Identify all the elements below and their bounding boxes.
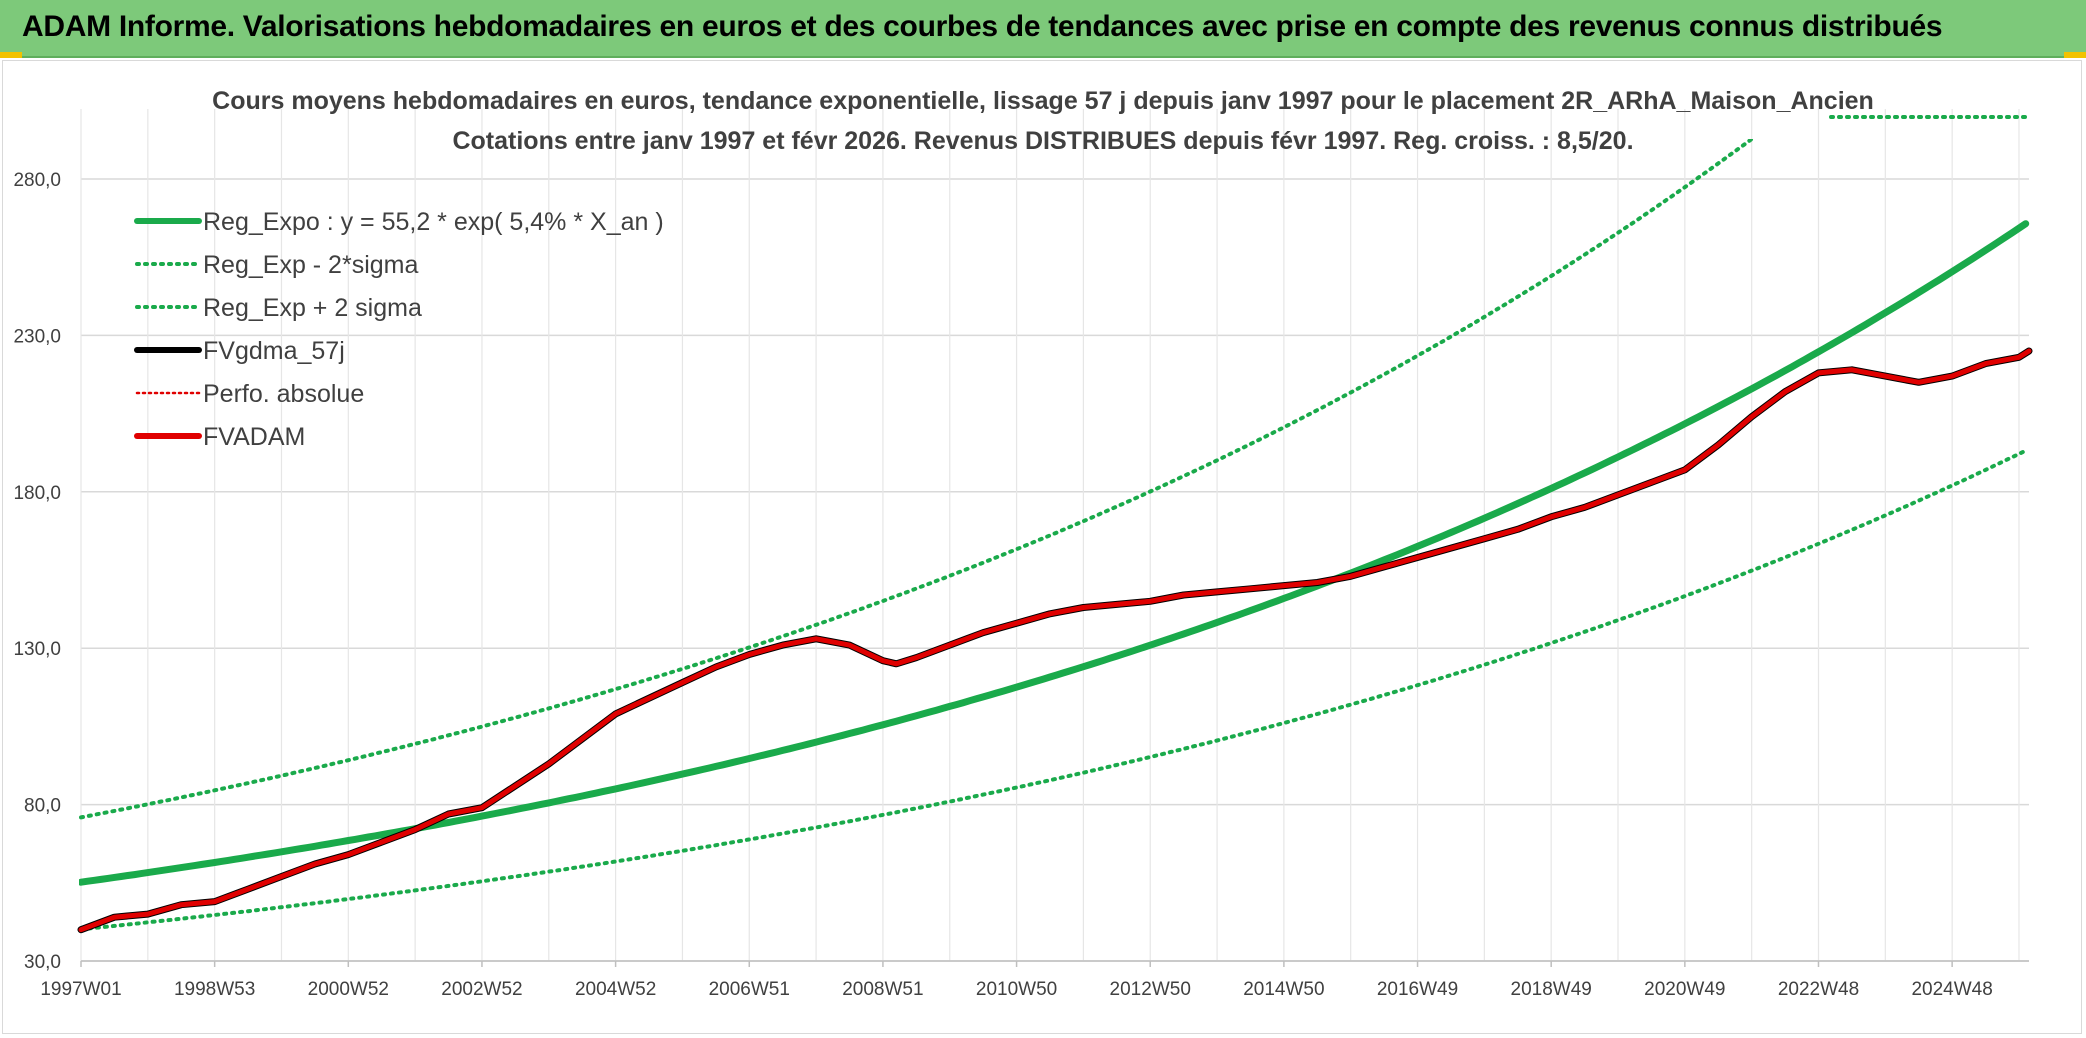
- legend-label: Reg_Expo : y = 55,2 * exp( 5,4% * X_an ): [203, 208, 664, 236]
- series-reg-exp-plus-2sigma: [79, 139, 1756, 820]
- x-tick-label: 2002W52: [441, 979, 522, 1000]
- corner-accent-left: [0, 52, 22, 58]
- chart-title-line2: Cotations entre janv 1997 et févr 2026. …: [452, 127, 1633, 155]
- chart-area: Cours moyens hebdomadaires en euros, ten…: [2, 60, 2082, 1034]
- y-tick-label: 30,0: [24, 952, 61, 973]
- legend-label: FVADAM: [203, 423, 305, 451]
- x-tick-label: 2008W51: [842, 979, 923, 1000]
- x-tick-label: 2012W50: [1110, 979, 1191, 1000]
- legend-item[interactable]: FVgdma_57j: [134, 337, 345, 365]
- series-fvadam: [78, 348, 2032, 933]
- legend-item[interactable]: Reg_Exp - 2*sigma: [135, 251, 418, 279]
- x-tick-label: 2016W49: [1377, 979, 1458, 1000]
- chart-title-line1: Cours moyens hebdomadaires en euros, ten…: [212, 87, 1874, 115]
- legend-item[interactable]: Reg_Exp + 2 sigma: [135, 294, 422, 322]
- y-tick-label: 180,0: [13, 483, 61, 504]
- legend-label: Perfo. absolue: [203, 380, 364, 408]
- series-reg-expo: [79, 220, 2030, 886]
- x-tick-label: 2018W49: [1511, 979, 1592, 1000]
- grid-layer: [80, 109, 2029, 962]
- line-chart: Cours moyens hebdomadaires en euros, ten…: [13, 87, 2033, 1000]
- series-layer: [77, 139, 2033, 934]
- legend[interactable]: Reg_Expo : y = 55,2 * exp( 5,4% * X_an )…: [134, 208, 664, 451]
- y-axis: 280,0 230,0 180,0 130,0 80,0 30,0: [13, 170, 61, 973]
- y-tick-label: 80,0: [24, 796, 61, 817]
- corner-accent-right: [2064, 52, 2086, 58]
- y-tick-label: 230,0: [13, 326, 61, 347]
- x-tick-label: 2024W48: [1911, 979, 1992, 1000]
- legend-label: Reg_Exp + 2 sigma: [203, 294, 422, 322]
- legend-item[interactable]: Perfo. absolue: [135, 380, 364, 408]
- x-tick-label: 2022W48: [1778, 979, 1859, 1000]
- legend-item[interactable]: FVADAM: [134, 423, 305, 451]
- x-tick-label: 2004W52: [575, 979, 656, 1000]
- x-tick-label: 2000W52: [308, 979, 389, 1000]
- y-tick-label: 280,0: [13, 170, 61, 191]
- x-tick-label: 2010W50: [976, 979, 1057, 1000]
- legend-label: Reg_Exp - 2*sigma: [203, 251, 418, 279]
- legend-item[interactable]: Reg_Expo : y = 55,2 * exp( 5,4% * X_an ): [134, 208, 664, 236]
- x-tick-label: 2006W51: [709, 979, 790, 1000]
- y-tick-label: 130,0: [13, 639, 61, 660]
- series-reg-exp-minus-2sigma: [79, 448, 2028, 932]
- banner-title: ADAM Informe. Valorisations hebdomadaire…: [22, 10, 1943, 43]
- legend-label: FVgdma_57j: [203, 337, 345, 365]
- x-tick-label: 1997W01: [40, 979, 121, 1000]
- x-axis: 1997W01 1998W53 2000W52 2002W52 2004W52 2006W…: [40, 961, 1993, 1000]
- x-tick-label: 1998W53: [174, 979, 255, 1000]
- report-banner: ADAM Informe. Valorisations hebdomadaire…: [0, 0, 2086, 58]
- x-tick-label: 2020W49: [1644, 979, 1725, 1000]
- x-tick-label: 2014W50: [1243, 979, 1324, 1000]
